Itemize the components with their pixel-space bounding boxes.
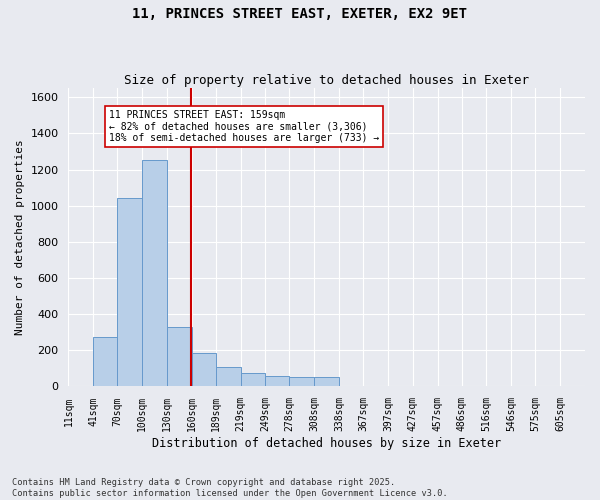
- Bar: [289, 378, 314, 386]
- Bar: [142, 160, 167, 386]
- Bar: [192, 353, 216, 386]
- Bar: [314, 376, 339, 386]
- Bar: [117, 198, 142, 386]
- Bar: [216, 368, 241, 386]
- Title: Size of property relative to detached houses in Exeter: Size of property relative to detached ho…: [124, 74, 529, 87]
- Bar: [265, 376, 289, 386]
- Text: Contains HM Land Registry data © Crown copyright and database right 2025.
Contai: Contains HM Land Registry data © Crown c…: [12, 478, 448, 498]
- Text: 11 PRINCES STREET EAST: 159sqm
← 82% of detached houses are smaller (3,306)
18% : 11 PRINCES STREET EAST: 159sqm ← 82% of …: [109, 110, 379, 143]
- X-axis label: Distribution of detached houses by size in Exeter: Distribution of detached houses by size …: [152, 437, 501, 450]
- Y-axis label: Number of detached properties: Number of detached properties: [15, 140, 25, 335]
- Bar: [241, 373, 265, 386]
- Bar: [167, 327, 192, 386]
- Text: 11, PRINCES STREET EAST, EXETER, EX2 9ET: 11, PRINCES STREET EAST, EXETER, EX2 9ET: [133, 8, 467, 22]
- Bar: [93, 337, 117, 386]
